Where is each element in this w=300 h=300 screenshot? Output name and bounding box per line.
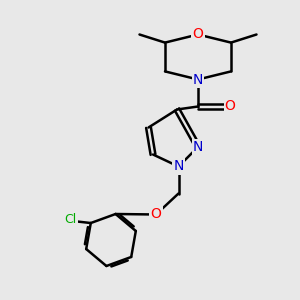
Text: N: N (193, 73, 203, 86)
Text: O: O (193, 28, 203, 41)
Text: N: N (193, 140, 203, 154)
Text: Cl: Cl (64, 213, 77, 226)
Text: O: O (151, 208, 161, 221)
Text: N: N (173, 160, 184, 173)
Text: O: O (225, 100, 236, 113)
